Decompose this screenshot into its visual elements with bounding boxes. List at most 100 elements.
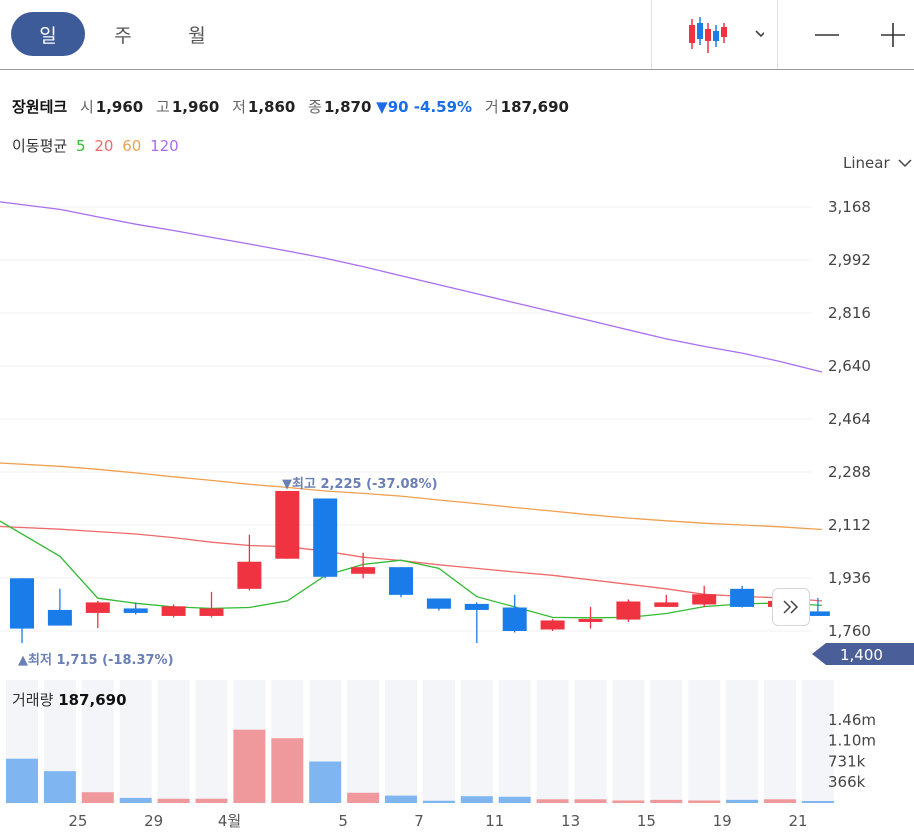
volume-column-bg (650, 680, 683, 803)
volume-panel-label: 거래량 187,690 (12, 689, 127, 710)
volume-column-bg (460, 680, 493, 803)
high-label: 고 (156, 98, 170, 116)
price-tick-label: 2,992 (828, 251, 871, 269)
zoom-in-button[interactable] (866, 0, 914, 69)
open-value: 1,960 (95, 98, 144, 116)
candlestick-icon (689, 16, 764, 53)
price-tick-label: 2,640 (828, 357, 871, 375)
chevron-down-icon (898, 159, 912, 168)
candle (464, 602, 489, 644)
candle (313, 498, 338, 579)
scroll-right-button[interactable] (772, 588, 810, 626)
price-tick-label: 1,760 (828, 622, 871, 640)
zoom-out-button[interactable] (800, 0, 854, 69)
x-axis-label: 15 (637, 812, 656, 830)
candle (540, 618, 565, 631)
candle (426, 598, 451, 611)
tab-day[interactable]: 일 (11, 12, 85, 56)
moving-average-legend: 이동평균 5 20 60 120 (12, 135, 183, 156)
volume-tick-label: 1.10m (828, 731, 876, 749)
volume-tick-label: 1.46m (828, 711, 876, 729)
candle (123, 602, 148, 615)
ma120-legend[interactable]: 120 (150, 137, 179, 155)
volume-bar (43, 771, 76, 803)
volume-tick-label: 366k (828, 773, 866, 791)
x-axis-label: 11 (485, 812, 504, 830)
candle (616, 599, 641, 622)
candle (275, 490, 300, 559)
price-tick-label: 1,936 (828, 569, 871, 587)
close-label: 종 (308, 98, 322, 116)
change-value: ▼90 -4.59% (376, 98, 473, 116)
volume-bar (6, 758, 38, 803)
toolbar-divider (651, 0, 652, 69)
price-tick-label: 2,288 (828, 463, 871, 481)
candle (85, 600, 110, 628)
stock-name: 장원테크 (12, 98, 68, 116)
volume-panel-value: 187,690 (58, 691, 127, 709)
volume-bar (271, 738, 304, 803)
chart-type-selector[interactable] (652, 0, 776, 69)
volume-column-bg (157, 680, 190, 803)
tab-week[interactable]: 주 (114, 24, 132, 47)
ma60-legend[interactable]: 60 (122, 137, 142, 155)
chevron-down-icon (755, 29, 764, 37)
scale-label: Linear (843, 154, 890, 172)
volume-bar (536, 799, 569, 803)
volume-column-bg (195, 680, 228, 803)
x-axis-label: 19 (713, 812, 732, 830)
current-price-tag-text: 1,400 (840, 646, 883, 664)
low-label: 저 (232, 98, 246, 116)
candle (47, 588, 72, 626)
x-axis-label: 4월 (218, 812, 241, 830)
plus-icon (881, 22, 905, 47)
high-value: 1,960 (171, 98, 220, 116)
x-axis-label: 29 (144, 812, 163, 830)
ma5-legend[interactable]: 5 (75, 137, 86, 155)
scale-selector[interactable]: Linear (843, 154, 912, 172)
minus-icon (815, 33, 839, 36)
price-tick-label: 3,168 (828, 198, 871, 216)
tab-month[interactable]: 월 (188, 24, 206, 47)
candle (654, 594, 679, 607)
volume-column-bg (271, 680, 304, 803)
volume-bar (81, 792, 114, 803)
price-tick-label: 2,816 (828, 304, 871, 322)
volume-column-bg (422, 680, 455, 803)
x-axis-label: 5 (338, 812, 348, 830)
volume-bar (233, 729, 266, 803)
volume-bar (309, 761, 342, 803)
volume-bar (347, 792, 380, 803)
x-axis-label: 25 (68, 812, 87, 830)
volume-value: 187,690 (500, 98, 569, 116)
volume-bar (764, 799, 796, 803)
volume-panel-title: 거래량 (12, 691, 54, 709)
ma20-legend[interactable]: 20 (94, 137, 114, 155)
volume-column-bg (385, 680, 417, 803)
ma120-line (0, 201, 823, 373)
ma-label: 이동평균 (12, 137, 68, 155)
volume-tick-label: 731k (828, 752, 866, 770)
x-axis-label: 13 (561, 812, 580, 830)
volume-column-bg (233, 680, 266, 803)
volume-bar (119, 797, 152, 803)
volume-column-bg (309, 680, 342, 803)
close-value: 1,870 (323, 98, 372, 116)
price-summary: 장원테크 시 1,960 고 1,960 저 1,860 종 1,870 ▼90 -4.… (12, 96, 569, 117)
volume-bar (157, 798, 190, 803)
volume-bar (574, 799, 607, 803)
volume-bar (195, 798, 228, 803)
ma20-line (0, 525, 823, 602)
current-price-tag: 1,400 (812, 643, 914, 665)
volume-bar (612, 800, 645, 803)
price-tick-label: 2,464 (828, 410, 871, 428)
candle (199, 591, 224, 618)
candle (237, 534, 262, 591)
volume-column-bg (574, 680, 607, 803)
candle (10, 578, 34, 644)
open-label: 시 (79, 98, 94, 116)
low-annotation: ▲최저 1,715 (-18.37%) (18, 653, 174, 668)
candle (161, 604, 186, 618)
volume-bar (422, 800, 455, 803)
volume-column-bg (498, 680, 531, 803)
